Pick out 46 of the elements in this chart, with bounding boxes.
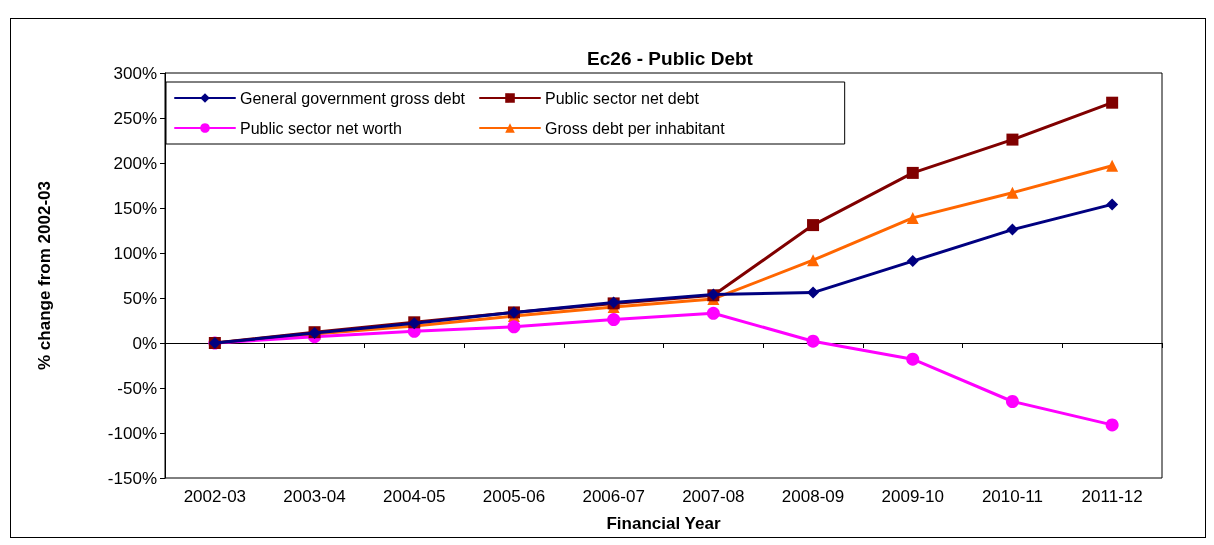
point	[906, 211, 919, 224]
point	[507, 320, 521, 334]
y-axis-title: % change from 2002-03	[35, 181, 54, 370]
point	[906, 166, 919, 179]
y-tick-label: -150%	[107, 468, 157, 488]
point	[1106, 96, 1119, 109]
x-axis-title: Financial Year	[606, 514, 721, 533]
legend-label: Public sector net worth	[240, 119, 402, 137]
point	[906, 352, 920, 366]
point	[1005, 395, 1019, 408]
y-tick-label: 200%	[113, 153, 157, 173]
x-tick-label: 2005-06	[482, 487, 546, 506]
y-tick-label: -50%	[117, 378, 157, 398]
point	[1105, 418, 1119, 432]
point	[807, 254, 820, 267]
y-tick-label: -100%	[107, 423, 157, 443]
x-tick-label: 2006-07	[582, 487, 645, 506]
x-tick-label: 2004-05	[383, 487, 446, 506]
point	[1006, 186, 1019, 199]
y-tick-label: 250%	[113, 108, 157, 128]
point	[607, 313, 621, 327]
y-tick-label: 100%	[113, 243, 157, 263]
point	[807, 219, 820, 232]
legend-label: Gross debt per inhabitant	[545, 119, 726, 137]
legend-label: Public sector net debt	[545, 89, 700, 107]
x-tick-label: 2007-08	[682, 487, 745, 506]
x-tick-label: 2002-03	[183, 487, 247, 506]
y-tick-label: 150%	[113, 198, 157, 218]
x-tick-label: 2003-04	[283, 487, 346, 506]
y-tick-label: 0%	[132, 333, 157, 353]
y-tick-label: 300%	[113, 63, 157, 83]
point	[1006, 223, 1019, 236]
point	[706, 306, 720, 320]
point	[1106, 198, 1119, 211]
point	[1106, 159, 1119, 172]
y-tick-label: 50%	[122, 288, 157, 308]
x-tick-label: 2008-09	[781, 487, 845, 506]
x-tick-label: 2009-10	[881, 487, 944, 506]
point	[1006, 133, 1019, 146]
point	[807, 286, 820, 299]
x-tick-label: 2011-12	[1081, 487, 1143, 506]
point	[806, 334, 820, 348]
legend-label: General government gross debt	[240, 89, 466, 107]
point	[906, 255, 919, 268]
chart-title: Ec26 - Public Debt	[587, 48, 754, 69]
x-tick-label: 2010-11	[981, 487, 1044, 506]
